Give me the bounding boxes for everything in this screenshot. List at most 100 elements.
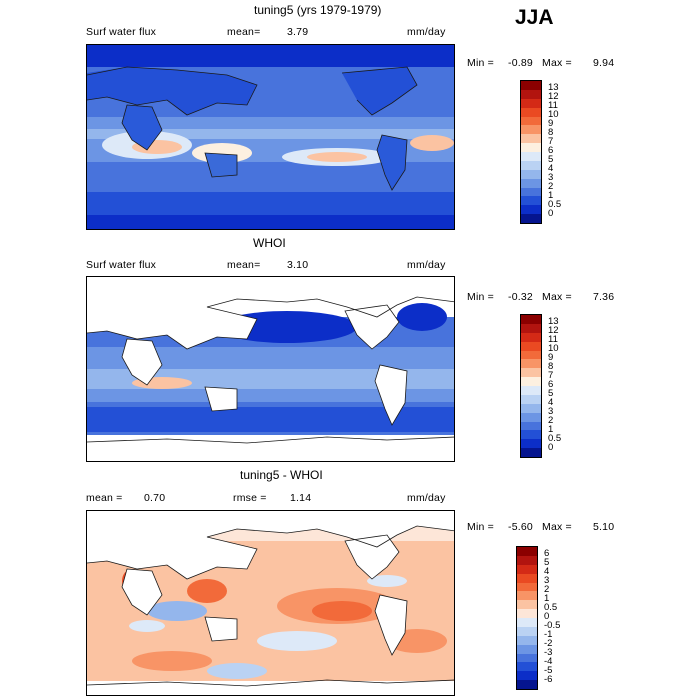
panel2-tick: 13 (548, 316, 559, 327)
colorbar-swatch (517, 555, 537, 565)
colorbar-swatch (517, 600, 537, 610)
colorbar-swatch (517, 626, 537, 636)
panel2-min-value: -0.32 (508, 291, 533, 303)
panel3-tick: -4 (544, 656, 553, 667)
panel2-min-label: Min = (467, 291, 494, 303)
panel1-min-value: -0.89 (508, 57, 533, 69)
panel1-tick: 8 (548, 127, 554, 138)
colorbar-swatch (521, 205, 541, 215)
panel3-tick: -1 (544, 629, 553, 640)
panel1-tick: 10 (548, 109, 559, 120)
panel3-tick: -6 (544, 674, 553, 685)
panel2-max-label: Max = (542, 291, 572, 303)
panel1-tick: 12 (548, 91, 559, 102)
colorbar-swatch (521, 394, 541, 404)
colorbar-swatch (517, 591, 537, 601)
colorbar-swatch (517, 644, 537, 654)
panel2-tick: 0.5 (548, 433, 562, 444)
panel3-min-value: -5.60 (508, 521, 533, 533)
panel3-rmse-value: 1.14 (290, 492, 312, 504)
panel1-tick: 0 (548, 208, 554, 219)
colorbar-swatch (521, 323, 541, 333)
colorbar-swatch (521, 98, 541, 108)
panel2-colorbar-ticks: 13 12 11 10 9 8 7 6 5 4 3 2 1 0.5 0 (548, 314, 588, 458)
panel1-tick: 2 (548, 181, 554, 192)
colorbar-swatch (521, 341, 541, 351)
panel2-tick: 5 (548, 388, 554, 399)
panel2-units: mm/day (407, 259, 446, 271)
panel2-tick: 6 (548, 379, 554, 390)
colorbar-swatch (521, 125, 541, 135)
colorbar-swatch (521, 81, 541, 90)
colorbar-swatch (521, 368, 541, 378)
panel2-tick: 8 (548, 361, 554, 372)
season-label: JJA (515, 6, 554, 29)
panel3-max-value: 5.10 (593, 521, 615, 533)
panel3-min-label: Min = (467, 521, 494, 533)
panel3-mean-label: mean = (86, 492, 123, 504)
panel2-tick: 0 (548, 442, 554, 453)
panel2-tick: 4 (548, 397, 554, 408)
panel1-map (86, 44, 455, 230)
colorbar-swatch (521, 160, 541, 170)
panel1-variable: Surf water flux (86, 26, 157, 38)
colorbar-swatch (521, 107, 541, 117)
colorbar-swatch (521, 178, 541, 188)
colorbar-swatch (521, 359, 541, 369)
panel1-mean-value: 3.79 (287, 26, 309, 38)
colorbar-swatch (521, 134, 541, 144)
panel2-colorbar (520, 314, 542, 458)
colorbar-swatch (521, 350, 541, 360)
colorbar-swatch (517, 680, 537, 689)
colorbar-swatch (521, 116, 541, 126)
panel2-tick: 3 (548, 406, 554, 417)
panel1-tick: 4 (548, 163, 554, 174)
panel2-tick: 2 (548, 415, 554, 426)
panel3-tick: 0.5 (544, 602, 558, 613)
colorbar-swatch (521, 315, 541, 324)
panel3-tick: 2 (544, 584, 550, 595)
panel1-tick: 6 (548, 145, 554, 156)
panel3-tick: 6 (544, 548, 550, 559)
panel1-max-value: 9.94 (593, 57, 615, 69)
panel1-max-label: Max = (542, 57, 572, 69)
panel1-tick: 11 (548, 100, 558, 111)
panel1-colorbar-ticks: 13 12 11 10 9 8 7 6 5 4 3 2 1 0.5 0 (548, 80, 588, 224)
colorbar-swatch (521, 430, 541, 440)
colorbar-swatch (517, 635, 537, 645)
panel2-map (86, 276, 455, 462)
panel2-tick: 1 (548, 424, 554, 435)
panel2-mean-value: 3.10 (287, 259, 309, 271)
colorbar-swatch (517, 547, 537, 556)
colorbar-swatch (517, 582, 537, 592)
colorbar-swatch (517, 662, 537, 672)
panel1-units: mm/day (407, 26, 446, 38)
panel1-tick: 3 (548, 172, 554, 183)
panel2-variable: Surf water flux (86, 259, 157, 271)
panel3-colorbar (516, 546, 538, 690)
panel3-tick: 0 (544, 611, 550, 622)
panel2-tick: 11 (548, 334, 558, 345)
colorbar-swatch (517, 671, 537, 681)
colorbar-swatch (521, 152, 541, 161)
panel1-tick: 9 (548, 118, 554, 129)
colorbar-swatch (517, 609, 537, 618)
panel2-mean-label: mean= (227, 259, 261, 271)
panel3-tick: -2 (544, 638, 553, 649)
colorbar-swatch (521, 403, 541, 413)
colorbar-swatch (521, 386, 541, 395)
panel3-title: tuning5 - WHOI (240, 468, 323, 482)
panel3-mean-value: 0.70 (144, 492, 166, 504)
panel2-tick: 12 (548, 325, 559, 336)
colorbar-swatch (521, 143, 541, 152)
panel3-rmse-label: rmse = (233, 492, 267, 504)
panel1-mean-label: mean= (227, 26, 261, 38)
panel3-max-label: Max = (542, 521, 572, 533)
colorbar-swatch (521, 169, 541, 179)
colorbar-swatch (521, 439, 541, 449)
colorbar-swatch (521, 89, 541, 99)
panel3-colorbar-ticks: 6 5 4 3 2 1 0.5 0 -0.5 -1 -2 -3 -4 -5 -6 (544, 546, 588, 690)
panel3-units: mm/day (407, 492, 446, 504)
panel1-min-label: Min = (467, 57, 494, 69)
panel2-tick: 9 (548, 352, 554, 363)
